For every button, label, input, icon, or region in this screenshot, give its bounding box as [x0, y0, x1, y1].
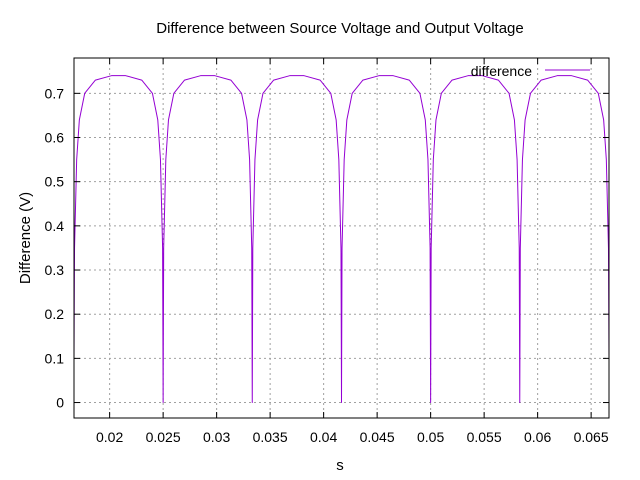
- x-tick-label: 0.04: [310, 429, 337, 445]
- series-line-difference: [73, 75, 610, 404]
- x-tick-label: 0.03: [203, 429, 230, 445]
- x-tick-label: 0.02: [96, 429, 123, 445]
- x-tick-label: 0.055: [467, 429, 502, 445]
- y-tick-label: 0: [56, 395, 64, 411]
- y-tick-label: 0.3: [45, 262, 65, 278]
- plot-area: [73, 75, 610, 404]
- y-tick-label: 0.7: [45, 85, 65, 101]
- x-tick-label: 0.045: [360, 429, 395, 445]
- chart-title: Difference between Source Voltage and Ou…: [156, 20, 524, 37]
- legend: difference: [471, 63, 590, 79]
- y-tick-label: 0.6: [45, 130, 65, 146]
- x-tick-label: 0.06: [524, 429, 551, 445]
- x-tick-label: 0.065: [574, 429, 609, 445]
- x-axis-label: s: [336, 457, 344, 474]
- x-axis: 0.02 0.025 0.03 0.035 0.04 0.045 0.05 0.055 0.06…: [96, 58, 609, 445]
- plot-frame: [73, 57, 610, 419]
- x-tick-label: 0.025: [146, 429, 181, 445]
- y-axis: 0 0.1 0.2 0.3 0.4 0.5 0.6 0.7: [45, 85, 609, 411]
- y-tick-label: 0.5: [45, 174, 65, 190]
- y-axis-label: Difference (V): [17, 192, 34, 284]
- x-tick-label: 0.035: [253, 429, 288, 445]
- y-tick-label: 0.4: [45, 218, 65, 234]
- x-tick-label: 0.05: [417, 429, 444, 445]
- y-tick-label: 0.2: [45, 306, 65, 322]
- y-tick-label: 0.1: [45, 350, 65, 366]
- legend-label: difference: [471, 63, 532, 79]
